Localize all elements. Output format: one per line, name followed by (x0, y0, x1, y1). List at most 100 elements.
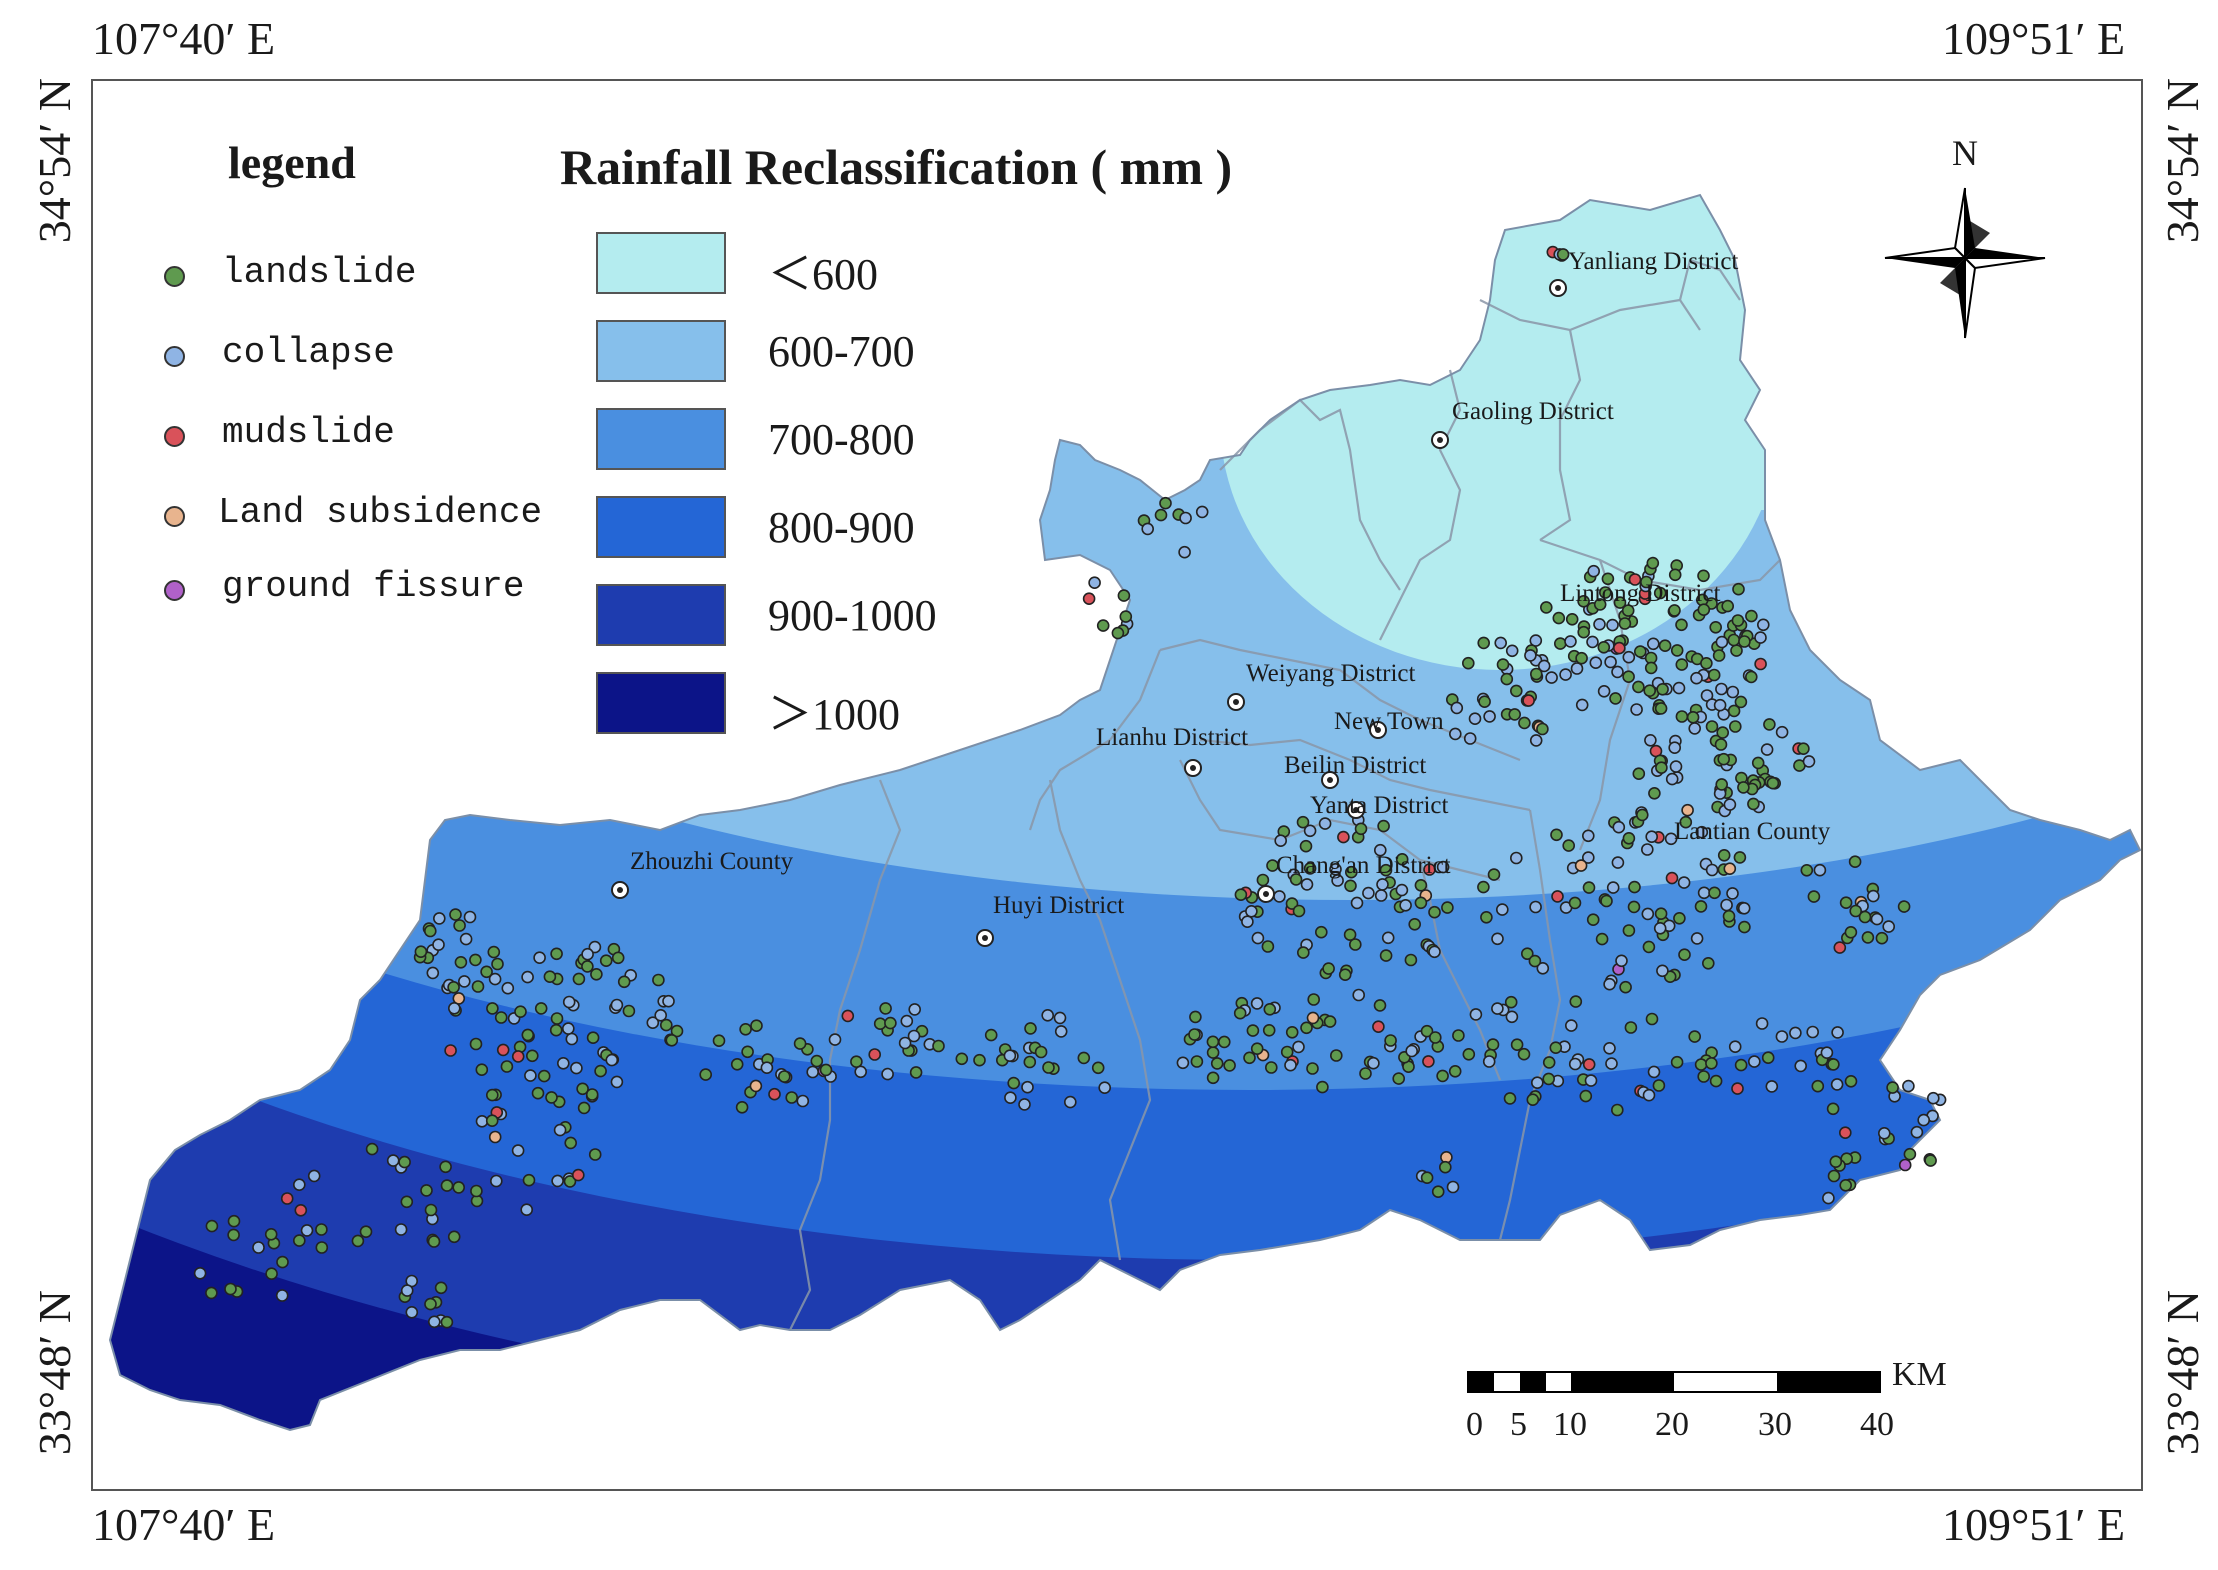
hazard-point (1273, 890, 1286, 903)
hazard-point (1789, 1026, 1802, 1040)
hazard-point (1487, 868, 1501, 881)
place-marker-dot-3 (1233, 699, 1239, 705)
hazard-point (973, 1053, 986, 1067)
hazard-point (1480, 910, 1493, 924)
hazard-point (1452, 1029, 1465, 1042)
hazard-point (494, 1011, 508, 1024)
place-label-3: Weiyang District (1246, 660, 1416, 687)
hazard-point (777, 1070, 791, 1083)
hazard-point (1882, 920, 1895, 933)
hazard-point (1178, 545, 1191, 559)
coord-bottom-left: 107°40′ E (92, 1499, 276, 1550)
hazard-point (1331, 874, 1344, 887)
place-marker-dot-7 (1353, 807, 1359, 813)
hazard-point (828, 1033, 842, 1046)
hazard-point (1586, 635, 1599, 649)
hazard-point (1343, 928, 1357, 942)
hazard-point (1849, 904, 1862, 918)
hazard-point (1414, 896, 1428, 910)
hazard-point (572, 972, 586, 986)
hazard-point (1822, 1191, 1835, 1205)
rainfall-label-1: 600-700 (768, 327, 915, 376)
hazard-point (1675, 618, 1688, 632)
hazard-point (1428, 945, 1441, 959)
hazard-point (1496, 658, 1510, 671)
hazard-point (617, 975, 631, 989)
hazard-point (1429, 1031, 1442, 1044)
hazard-point (565, 1032, 579, 1046)
hazard-point (1330, 1049, 1343, 1062)
hazard-point (1284, 1058, 1297, 1072)
hazard-point (1622, 924, 1636, 937)
place-label-6: Beilin District (1284, 752, 1427, 779)
hazard-point (1622, 650, 1636, 664)
hazard-point (1379, 863, 1393, 877)
hazard-point (1831, 1026, 1844, 1039)
hazard-point (1715, 635, 1729, 649)
hazard-point (485, 1088, 499, 1102)
hazard-point (444, 1044, 457, 1057)
hazard-point (1628, 573, 1642, 586)
hazard-point (1627, 900, 1641, 914)
hazard-point (1195, 505, 1209, 519)
hazard-point (1589, 656, 1603, 670)
hazard-point (1256, 873, 1270, 887)
hazard-point (1189, 1010, 1202, 1024)
hazard-point (1568, 896, 1582, 910)
hazard-point (1377, 819, 1390, 833)
legend-symbol-4 (164, 580, 185, 601)
hazard-point (1861, 931, 1875, 944)
hazard-point (1504, 995, 1518, 1009)
hazard-point (1491, 1002, 1504, 1015)
hazard-point (1655, 761, 1668, 775)
hazard-point (1500, 672, 1514, 686)
hazard-point (652, 973, 665, 987)
hazard-point (1632, 680, 1645, 694)
hazard-point (1665, 871, 1679, 885)
place-marker-dot-0 (1555, 285, 1561, 291)
hazard-point (440, 1315, 454, 1329)
hazard-point (1088, 576, 1101, 590)
hazard-point (1234, 888, 1248, 902)
hazard-point (1503, 1092, 1517, 1105)
hazard-point (1521, 947, 1534, 961)
hazard-points (193, 245, 1947, 1329)
hazard-point (1450, 701, 1464, 715)
hazard-point (1709, 620, 1722, 634)
hazard-point (1760, 743, 1774, 756)
hazard-point (1715, 682, 1728, 696)
hazard-point (351, 1234, 365, 1248)
hazard-point (1323, 1015, 1337, 1028)
hazard-point (654, 1008, 668, 1022)
legend-label-3: Land subsidence (218, 492, 543, 533)
hazard-point (1858, 910, 1872, 924)
hazard-point (1545, 671, 1558, 684)
hazard-point (1670, 1055, 1684, 1069)
hazard-point (1668, 568, 1682, 582)
hazard-point (1713, 698, 1727, 712)
hazard-point (1261, 940, 1275, 953)
scale-tick-30: 30 (1758, 1406, 1792, 1443)
hazard-point (1734, 695, 1748, 709)
hazard-point (1004, 1091, 1017, 1104)
hazard-point (1082, 592, 1096, 606)
hazard-point (1802, 755, 1816, 768)
hazard-point (1582, 851, 1595, 864)
hazard-point (1395, 852, 1409, 866)
hazard-point (522, 1173, 536, 1187)
hazard-point (1755, 1017, 1769, 1030)
hazard-point (1518, 716, 1531, 730)
hazard-point (1722, 909, 1736, 923)
hazard-point (1656, 964, 1669, 978)
hazard-point (475, 1115, 489, 1128)
hazard-point (491, 957, 504, 971)
hazard-point (205, 1286, 218, 1300)
place-label-9: Zhouzhi County (630, 848, 794, 875)
hazard-point (1517, 1047, 1531, 1061)
hazard-point (1372, 1020, 1385, 1033)
hazard-point (1715, 778, 1728, 791)
hazard-point (424, 1297, 437, 1311)
hazard-point (1524, 649, 1537, 662)
hazard-point (1379, 949, 1393, 962)
hazard-point (1628, 880, 1641, 894)
